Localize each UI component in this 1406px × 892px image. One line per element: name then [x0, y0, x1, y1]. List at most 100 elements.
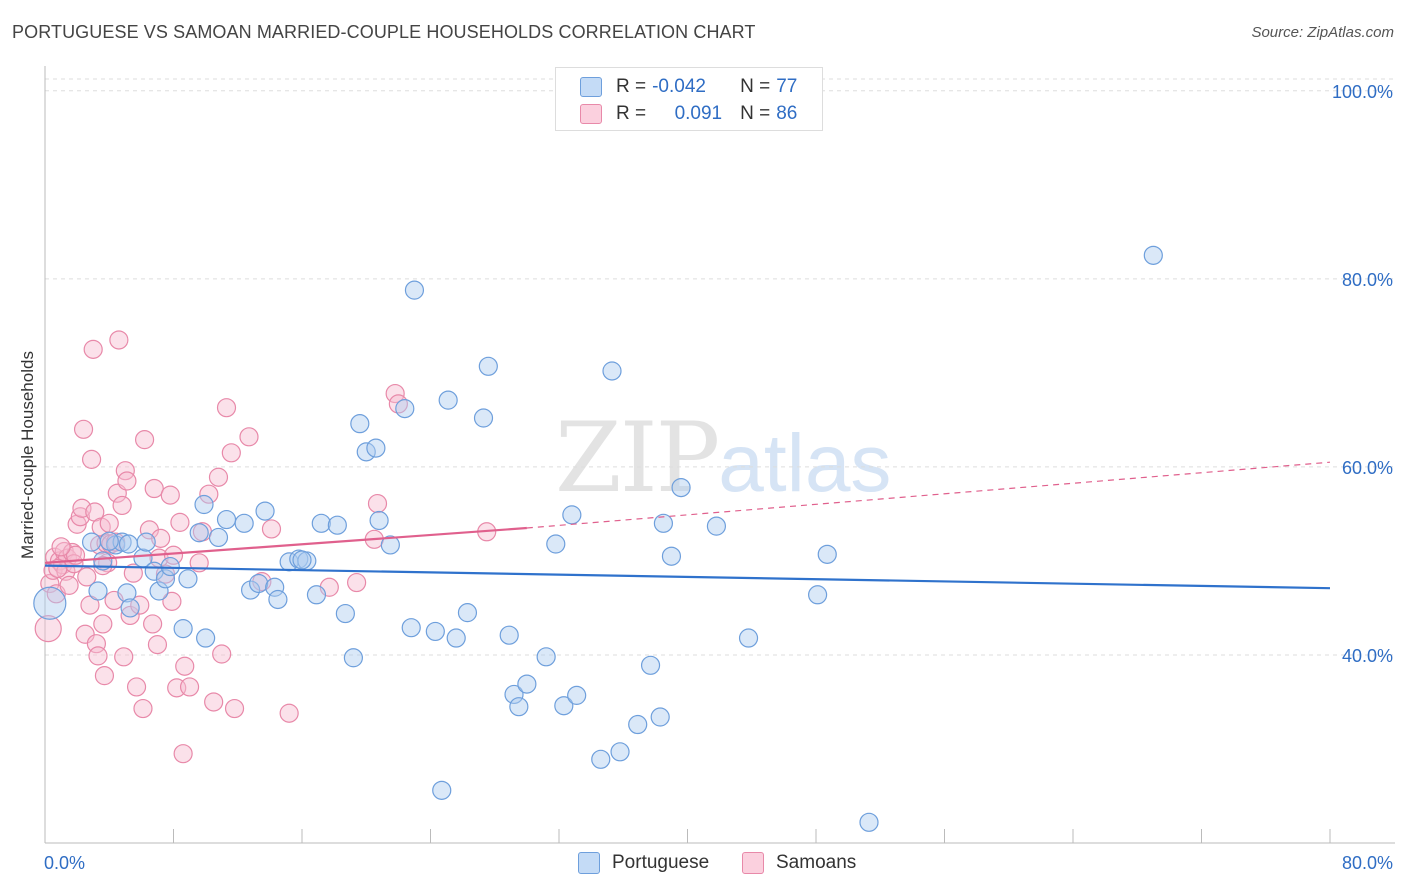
samoan-point — [75, 624, 95, 644]
samoan-point — [109, 330, 129, 350]
portuguese-point — [425, 621, 445, 642]
portuguese-point — [241, 580, 261, 600]
samoan-point — [99, 513, 119, 533]
portuguese-point — [93, 551, 113, 571]
samoan-point — [162, 591, 182, 611]
portuguese-point — [567, 685, 587, 705]
portuguese-point — [311, 513, 331, 533]
samoan-point — [123, 563, 143, 583]
portuguese-points — [33, 245, 1163, 832]
portuguese-point — [335, 603, 355, 624]
legend-label-portuguese: Portuguese — [612, 852, 710, 873]
portuguese-point — [356, 442, 376, 462]
legend-n-value: 77 — [776, 76, 798, 97]
portuguese-point — [640, 655, 661, 675]
portuguese-point — [432, 780, 452, 800]
samoan-point — [94, 666, 115, 686]
series-legend: Portuguese Samoans — [0, 852, 1406, 878]
samoan-point — [77, 567, 97, 587]
portuguese-point — [234, 513, 254, 533]
portuguese-point — [859, 812, 879, 832]
samoan-point — [83, 339, 103, 359]
legend-r-label: R = — [616, 76, 647, 97]
samoan-point — [120, 605, 140, 626]
portuguese-point — [120, 598, 140, 618]
portuguese-point — [327, 515, 347, 535]
x-tick-label: 0.0% — [44, 853, 85, 873]
legend-r-value: 0.091 — [674, 103, 723, 124]
portuguese-point — [369, 510, 389, 531]
samoan-point — [93, 614, 113, 634]
portuguese-point — [216, 509, 237, 530]
y-tick-label: 40.0% — [1342, 646, 1393, 666]
legend-n-label: N = — [740, 103, 771, 124]
samoan-point — [385, 383, 405, 404]
portuguese-point — [350, 414, 370, 434]
samoan-point — [224, 698, 245, 719]
portuguese-point — [473, 408, 494, 428]
samoan-point — [51, 537, 71, 557]
portuguese-trend-line — [44, 564, 1331, 590]
samoan-point — [114, 647, 134, 667]
portuguese-point — [88, 581, 108, 601]
samoan-point — [199, 484, 219, 504]
portuguese-point — [457, 603, 478, 623]
portuguese-point — [536, 647, 556, 667]
y-tick-label: 60.0% — [1342, 458, 1393, 478]
samoan-point — [204, 692, 224, 712]
samoan-point — [147, 635, 168, 655]
correlation-legend: R = -0.042 N = 77 R = 0.091 N = 86 — [555, 67, 823, 131]
samoan-point — [134, 430, 155, 450]
samoan-point — [221, 443, 241, 463]
samoan-point — [88, 646, 108, 666]
portuguese-point — [628, 714, 648, 735]
samoan-point — [117, 471, 137, 491]
portuguese-point — [671, 477, 691, 498]
legend-row-portuguese: R = -0.042 N = 77 — [580, 74, 797, 100]
portuguese-point — [99, 531, 119, 551]
samoan-point — [151, 528, 171, 548]
samoan-point — [170, 512, 190, 532]
legend-item-portuguese[interactable]: Portuguese — [578, 852, 709, 874]
portuguese-point — [178, 569, 198, 589]
portuguese-swatch — [578, 852, 600, 874]
samoan-trend-extension — [526, 461, 1331, 529]
samoan-point — [133, 698, 153, 719]
portuguese-point — [81, 532, 102, 552]
portuguese-point — [808, 585, 828, 605]
samoan-point — [216, 398, 237, 418]
portuguese-point — [509, 697, 529, 717]
portuguese-point — [706, 516, 727, 536]
legend-item-samoans[interactable]: Samoans — [742, 852, 856, 874]
samoan-point — [143, 614, 163, 634]
legend-n-label: N = — [740, 76, 771, 97]
portuguese-point — [265, 577, 285, 597]
portuguese-point — [438, 390, 458, 410]
samoan-point — [367, 493, 388, 514]
legend-r-label: R = — [616, 103, 647, 124]
portuguese-point — [292, 550, 312, 570]
x-tick-label: 80.0% — [1342, 853, 1393, 873]
portuguese-point — [196, 628, 216, 648]
portuguese-point — [366, 438, 386, 458]
samoan-point — [163, 545, 184, 565]
legend-label-samoans: Samoans — [776, 852, 857, 873]
watermark-zip: ZIP — [555, 402, 720, 514]
samoan-point — [126, 677, 147, 697]
portuguese-point — [517, 674, 537, 694]
samoan-point — [173, 744, 193, 764]
samoan-swatch — [580, 104, 602, 124]
chart-title: PORTUGUESE VS SAMOAN MARRIED-COUPLE HOUS… — [12, 22, 756, 42]
legend-n-value: 86 — [776, 103, 798, 124]
portuguese-point — [554, 696, 574, 716]
portuguese-point — [499, 625, 519, 645]
samoan-point — [48, 558, 68, 579]
portuguese-point — [136, 532, 156, 552]
samoan-point — [144, 478, 164, 499]
portuguese-point — [401, 618, 421, 638]
portuguese-point — [562, 505, 582, 525]
portuguese-point — [160, 556, 180, 577]
samoan-point — [160, 485, 180, 505]
portuguese-point — [602, 361, 622, 381]
